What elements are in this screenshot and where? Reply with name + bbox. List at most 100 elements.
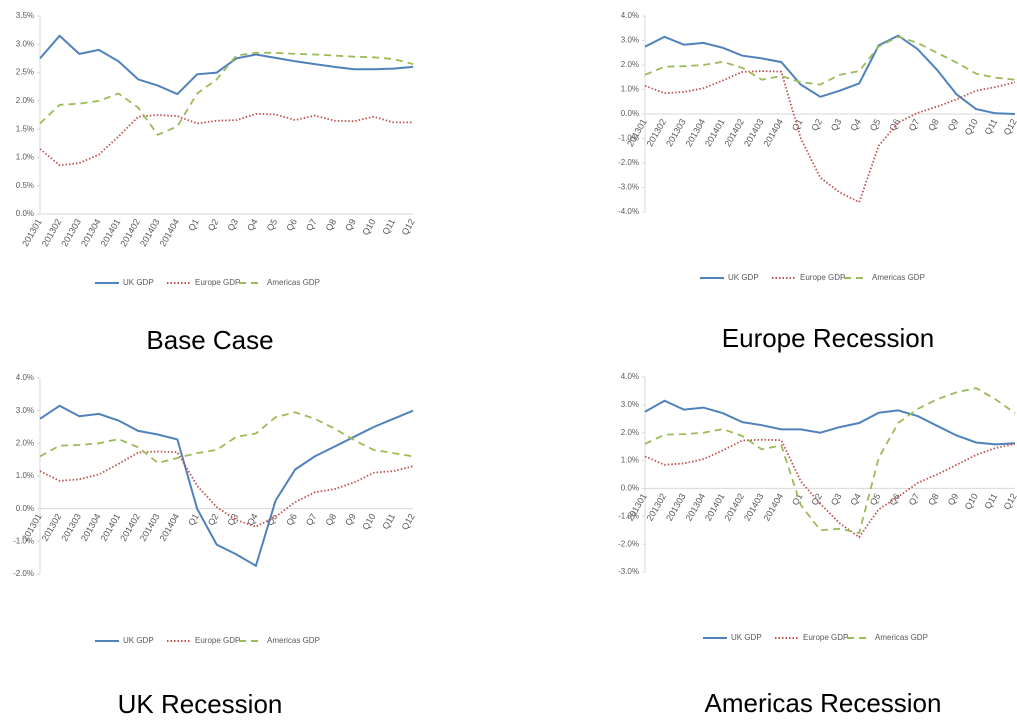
x-tick-label: Q11 bbox=[982, 117, 999, 136]
y-tick-label: 1.0% bbox=[621, 456, 639, 465]
x-tick-label: Q2 bbox=[809, 492, 824, 507]
series-line bbox=[644, 438, 1016, 539]
chart: -4.0% -3.0% -2.0% -1.0% 0.0% 1.0% 2.0% 3.0% 4.0%… bbox=[618, 11, 1017, 353]
series-line bbox=[39, 112, 413, 167]
legend-label: Europe GDP bbox=[195, 278, 240, 287]
chart: -2.0%-1.0%0.0%1.0%2.0%3.0%4.0%2013012013… bbox=[13, 373, 417, 719]
y-tick-label: 1.0% bbox=[16, 471, 34, 480]
x-tick-label: Q1 bbox=[186, 512, 201, 527]
x-tick-label: Q3 bbox=[225, 217, 240, 232]
x-tick-label: Q7 bbox=[304, 512, 319, 527]
y-tick-label: -2.0% bbox=[618, 539, 639, 548]
y-tick-label: 0.0% bbox=[621, 109, 639, 118]
x-tick-label: Q6 bbox=[284, 512, 299, 527]
x-tick-label: Q7 bbox=[304, 217, 319, 232]
x-tick-label: Q8 bbox=[926, 492, 941, 507]
y-tick-label: 2.5% bbox=[16, 68, 34, 77]
chart-caption: Europe Recession bbox=[722, 323, 934, 353]
x-tick-label: 201404 bbox=[158, 512, 182, 543]
y-tick-label: 2.0% bbox=[621, 60, 639, 69]
x-tick-label: Q12 bbox=[1002, 117, 1017, 137]
x-tick-label: Q2 bbox=[809, 117, 824, 132]
y-tick-label: -2.0% bbox=[13, 569, 34, 578]
x-tick-label: Q7 bbox=[907, 492, 922, 507]
x-tick-label: Q5 bbox=[265, 217, 280, 232]
legend-label: UK GDP bbox=[728, 273, 759, 282]
y-tick-label: 3.5% bbox=[16, 11, 34, 20]
x-tick-label: Q11 bbox=[982, 492, 999, 511]
x-tick-label: Q3 bbox=[829, 492, 844, 507]
series-line bbox=[39, 404, 414, 568]
y-tick-label: 3.0% bbox=[16, 406, 34, 415]
x-tick-label: Q9 bbox=[343, 512, 358, 527]
x-tick-label: Q10 bbox=[963, 117, 980, 137]
x-tick-label: Q12 bbox=[400, 217, 417, 237]
series-line bbox=[39, 51, 414, 136]
x-tick-label: Q3 bbox=[225, 512, 240, 527]
legend-label: Americas GDP bbox=[872, 273, 925, 282]
legend-label: Europe GDP bbox=[803, 633, 848, 642]
y-tick-label: 1.0% bbox=[621, 85, 639, 94]
y-tick-label: 0.5% bbox=[16, 181, 34, 190]
chart: -3.0%-2.0%-1.0%0.0%1.0%2.0%3.0%4.0%20130… bbox=[618, 372, 1017, 718]
y-tick-label: 4.0% bbox=[621, 11, 639, 20]
x-tick-label: Q12 bbox=[1002, 492, 1017, 512]
x-tick-label: Q8 bbox=[324, 512, 339, 527]
series-line bbox=[644, 70, 1016, 204]
legend-label: Europe GDP bbox=[800, 273, 845, 282]
series-line bbox=[644, 399, 1016, 446]
legend-label: Europe GDP bbox=[195, 636, 240, 645]
x-tick-label: Q8 bbox=[926, 117, 941, 132]
x-tick-label: Q4 bbox=[245, 217, 260, 232]
x-tick-label: Q11 bbox=[380, 217, 397, 236]
x-tick-label: Q6 bbox=[887, 117, 902, 132]
legend-label: Americas GDP bbox=[267, 278, 320, 287]
legend-label: Americas GDP bbox=[875, 633, 928, 642]
x-tick-label: Q10 bbox=[963, 492, 980, 512]
series-line bbox=[644, 35, 1016, 86]
x-tick-label: Q9 bbox=[946, 117, 961, 132]
y-tick-label: 2.0% bbox=[16, 96, 34, 105]
x-tick-label: Q11 bbox=[380, 512, 397, 531]
x-tick-label: Q3 bbox=[829, 117, 844, 132]
x-tick-label: Q12 bbox=[400, 512, 417, 532]
y-tick-label: 0.0% bbox=[621, 484, 639, 493]
legend-label: UK GDP bbox=[731, 633, 762, 642]
y-tick-label: -3.0% bbox=[618, 567, 639, 576]
y-tick-label: -2.0% bbox=[618, 158, 639, 167]
x-tick-label: Q8 bbox=[324, 217, 339, 232]
y-tick-label: -1.0% bbox=[618, 511, 639, 520]
x-tick-label: Q5 bbox=[868, 117, 883, 132]
y-tick-label: 3.0% bbox=[621, 36, 639, 45]
legend-label: UK GDP bbox=[123, 278, 154, 287]
y-tick-label: 0.0% bbox=[16, 209, 34, 218]
y-tick-label: -4.0% bbox=[618, 207, 639, 216]
x-tick-label: Q6 bbox=[284, 217, 299, 232]
series-line bbox=[39, 411, 414, 464]
y-tick-label: 4.0% bbox=[621, 372, 639, 381]
y-tick-label: 3.0% bbox=[621, 400, 639, 409]
x-tick-label: Q10 bbox=[360, 512, 377, 532]
y-tick-label: 4.0% bbox=[16, 373, 34, 382]
y-tick-label: -1.0% bbox=[618, 134, 639, 143]
x-tick-label: Q4 bbox=[848, 492, 863, 507]
chart-caption: Base Case bbox=[146, 325, 273, 355]
legend-label: Americas GDP bbox=[267, 636, 320, 645]
series-line bbox=[644, 34, 1016, 115]
x-tick-label: Q5 bbox=[868, 492, 883, 507]
y-tick-label: 1.0% bbox=[16, 153, 34, 162]
series-line bbox=[39, 34, 414, 96]
x-tick-label: Q4 bbox=[848, 117, 863, 132]
x-tick-label: 201404 bbox=[158, 217, 182, 248]
y-tick-label: 3.0% bbox=[16, 39, 34, 48]
y-tick-label: 2.0% bbox=[621, 428, 639, 437]
x-tick-label: Q9 bbox=[946, 492, 961, 507]
y-tick-label: -3.0% bbox=[618, 183, 639, 192]
y-tick-label: 0.0% bbox=[16, 504, 34, 513]
x-tick-label: Q2 bbox=[206, 512, 221, 527]
chart-caption: UK Recession bbox=[118, 689, 283, 719]
series-line bbox=[644, 387, 1016, 535]
legend-label: UK GDP bbox=[123, 636, 154, 645]
y-tick-label: 2.0% bbox=[16, 438, 34, 447]
